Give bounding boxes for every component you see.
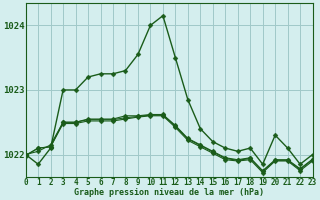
- X-axis label: Graphe pression niveau de la mer (hPa): Graphe pression niveau de la mer (hPa): [74, 188, 264, 197]
